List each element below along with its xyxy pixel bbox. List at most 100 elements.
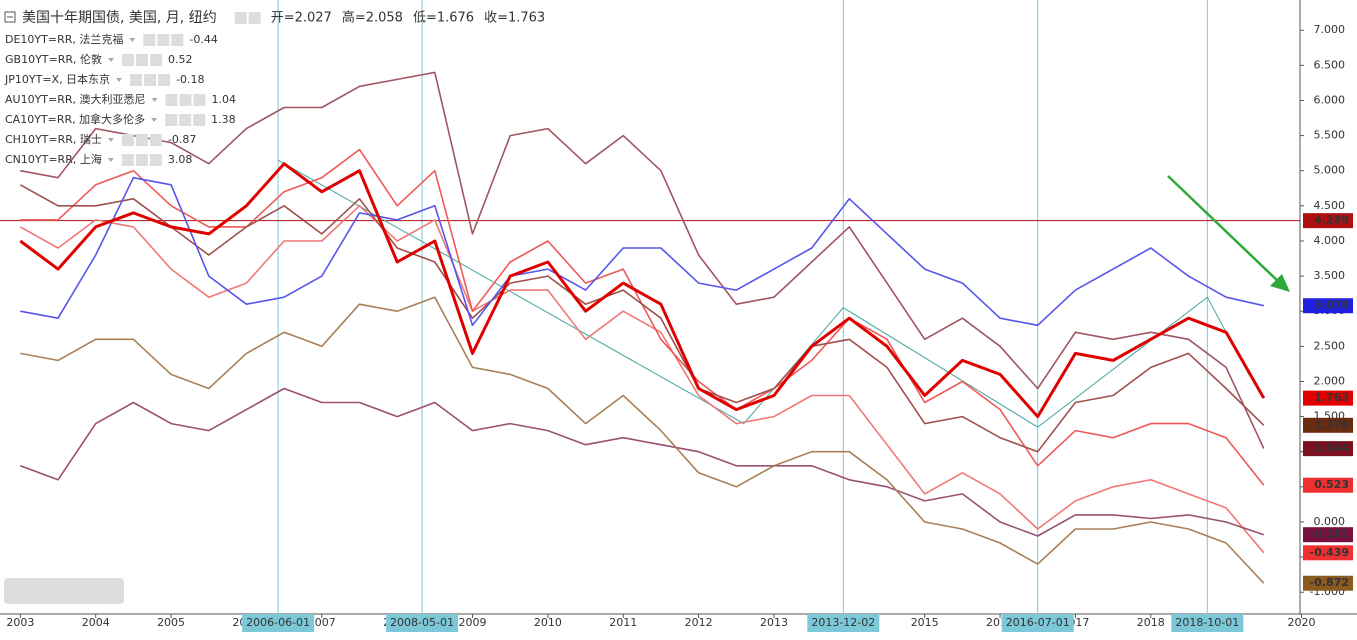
dropdown-icon: [129, 38, 136, 42]
collapse-icon: [4, 11, 16, 23]
marker-label-bg: [242, 614, 315, 632]
dropdown-icon: [107, 138, 114, 142]
quote-label: 高=: [342, 10, 366, 26]
price-label-bg: [1303, 575, 1353, 591]
plot-area: [0, 0, 1300, 614]
y-tick-label: 3.500: [1314, 269, 1346, 282]
y-tick-label: 4.500: [1314, 199, 1346, 212]
price-label: -0.439: [1310, 546, 1349, 559]
quote-value: 2.027: [295, 11, 332, 26]
legend-icon: [158, 74, 171, 86]
quote-value: 1.763: [508, 11, 545, 26]
x-tick-label: 2005: [157, 616, 185, 629]
legend-icon: [121, 134, 134, 146]
series-line: [20, 296, 1265, 584]
legend-icon: [135, 154, 148, 166]
y-tick-label: 4.000: [1314, 234, 1346, 247]
marker-label: 2018-10-01: [1175, 616, 1239, 629]
legend-icon: [179, 94, 192, 106]
marker-label: 2006-06-01: [246, 616, 310, 629]
dropdown-icon: [151, 98, 158, 102]
settings-icon: [234, 12, 247, 24]
y-tick-label: 5.500: [1314, 129, 1346, 142]
annotation-arrow: [1167, 175, 1283, 286]
legend-icon: [171, 34, 184, 46]
legend-icon: [193, 114, 206, 126]
y-tick-label: 2.500: [1314, 339, 1346, 352]
legend-icon: [122, 54, 135, 66]
dropdown-icon: [116, 78, 123, 82]
annotation-arrow-head: [1270, 274, 1290, 292]
legend-value: 1.04: [212, 93, 237, 106]
series-line: [20, 71, 1265, 449]
price-label: 1.376: [1314, 418, 1349, 431]
legend-value: 1.38: [211, 113, 236, 126]
legend-icon: [136, 54, 149, 66]
legend-icon: [157, 34, 170, 46]
quote-label: 低=: [413, 11, 437, 26]
price-label: 3.078: [1314, 299, 1349, 312]
price-label-bg: [1303, 390, 1353, 406]
x-tick-label: 2011: [609, 616, 637, 629]
x-tick-label: 2013: [760, 616, 788, 629]
legend-icon: [165, 114, 178, 126]
legend-label: CA10YT=RR, 加拿大多伦多: [5, 112, 145, 126]
price-label-bg: [1303, 417, 1353, 433]
series-line: [19, 184, 1265, 453]
series-line: [20, 176, 1264, 327]
marker-label-bg: [807, 614, 880, 632]
legend-icon: [130, 74, 143, 86]
dropdown-icon: [107, 158, 114, 162]
legend-value: 3.08: [168, 153, 193, 166]
legend-value: -0.87: [168, 133, 196, 146]
trendline: [277, 159, 1250, 428]
quote-label: 开=: [271, 11, 295, 26]
price-label-bg: [1303, 477, 1353, 493]
legend-label: AU10YT=RR, 澳大利亚悉尼: [5, 92, 146, 106]
quote-value: 1.676: [437, 11, 474, 26]
legend-icon: [135, 134, 148, 146]
marker-label-bg: [1001, 614, 1074, 632]
legend-icon: [149, 154, 162, 166]
price-label: 1.044: [1314, 442, 1349, 455]
quote-label: 收=: [484, 11, 508, 26]
legend-icon: [121, 154, 134, 166]
x-tick-label: 2004: [82, 616, 110, 629]
price-label-bg: [1303, 298, 1353, 314]
legend: 美国十年期国债, 美国, 月, 纽约 开= 2.027 高= 2.058 低= 1.676 收…: [4, 10, 545, 166]
price-label: 0.523: [1314, 478, 1349, 491]
price-label-bg: [1303, 213, 1353, 229]
settings-icon: [248, 12, 261, 24]
blurred-area: [4, 578, 124, 604]
legend-label: CH10YT=RR, 瑞士: [5, 132, 102, 146]
legend-label: CN10YT=RR, 上海: [5, 152, 102, 166]
legend-icon: [193, 94, 206, 106]
price-label: 4.289: [1314, 214, 1349, 227]
y-tick-label: 7.000: [1314, 23, 1346, 36]
y-tick-label: 2.000: [1314, 374, 1346, 387]
legend-icon: [144, 74, 157, 86]
marker-label-bg: [386, 614, 459, 632]
y-tick-label: 5.000: [1314, 164, 1346, 177]
x-tick-label: 2015: [911, 616, 939, 629]
legend-label: DE10YT=RR, 法兰克福: [5, 32, 123, 46]
price-label: -0.872: [1310, 576, 1349, 589]
series-line: [20, 387, 1265, 537]
legend-value: -0.44: [189, 33, 217, 46]
x-tick-label: 2007: [308, 616, 336, 629]
price-label-bg: [1303, 545, 1353, 561]
price-label-bg: [1303, 527, 1353, 543]
dropdown-icon: [108, 58, 115, 62]
x-tick-label: 2009: [459, 616, 487, 629]
series-line: [19, 162, 1266, 419]
legend-icon: [149, 134, 162, 146]
legend-icon: [179, 114, 192, 126]
y-tick-label: 0.000: [1314, 515, 1346, 528]
legend-icon: [143, 34, 156, 46]
price-label: -0.181: [1310, 528, 1349, 541]
x-tick-label: 2020: [1288, 616, 1316, 629]
legend-value: -0.18: [176, 73, 204, 86]
legend-icon: [150, 54, 163, 66]
marker-label-bg: [1171, 614, 1244, 632]
